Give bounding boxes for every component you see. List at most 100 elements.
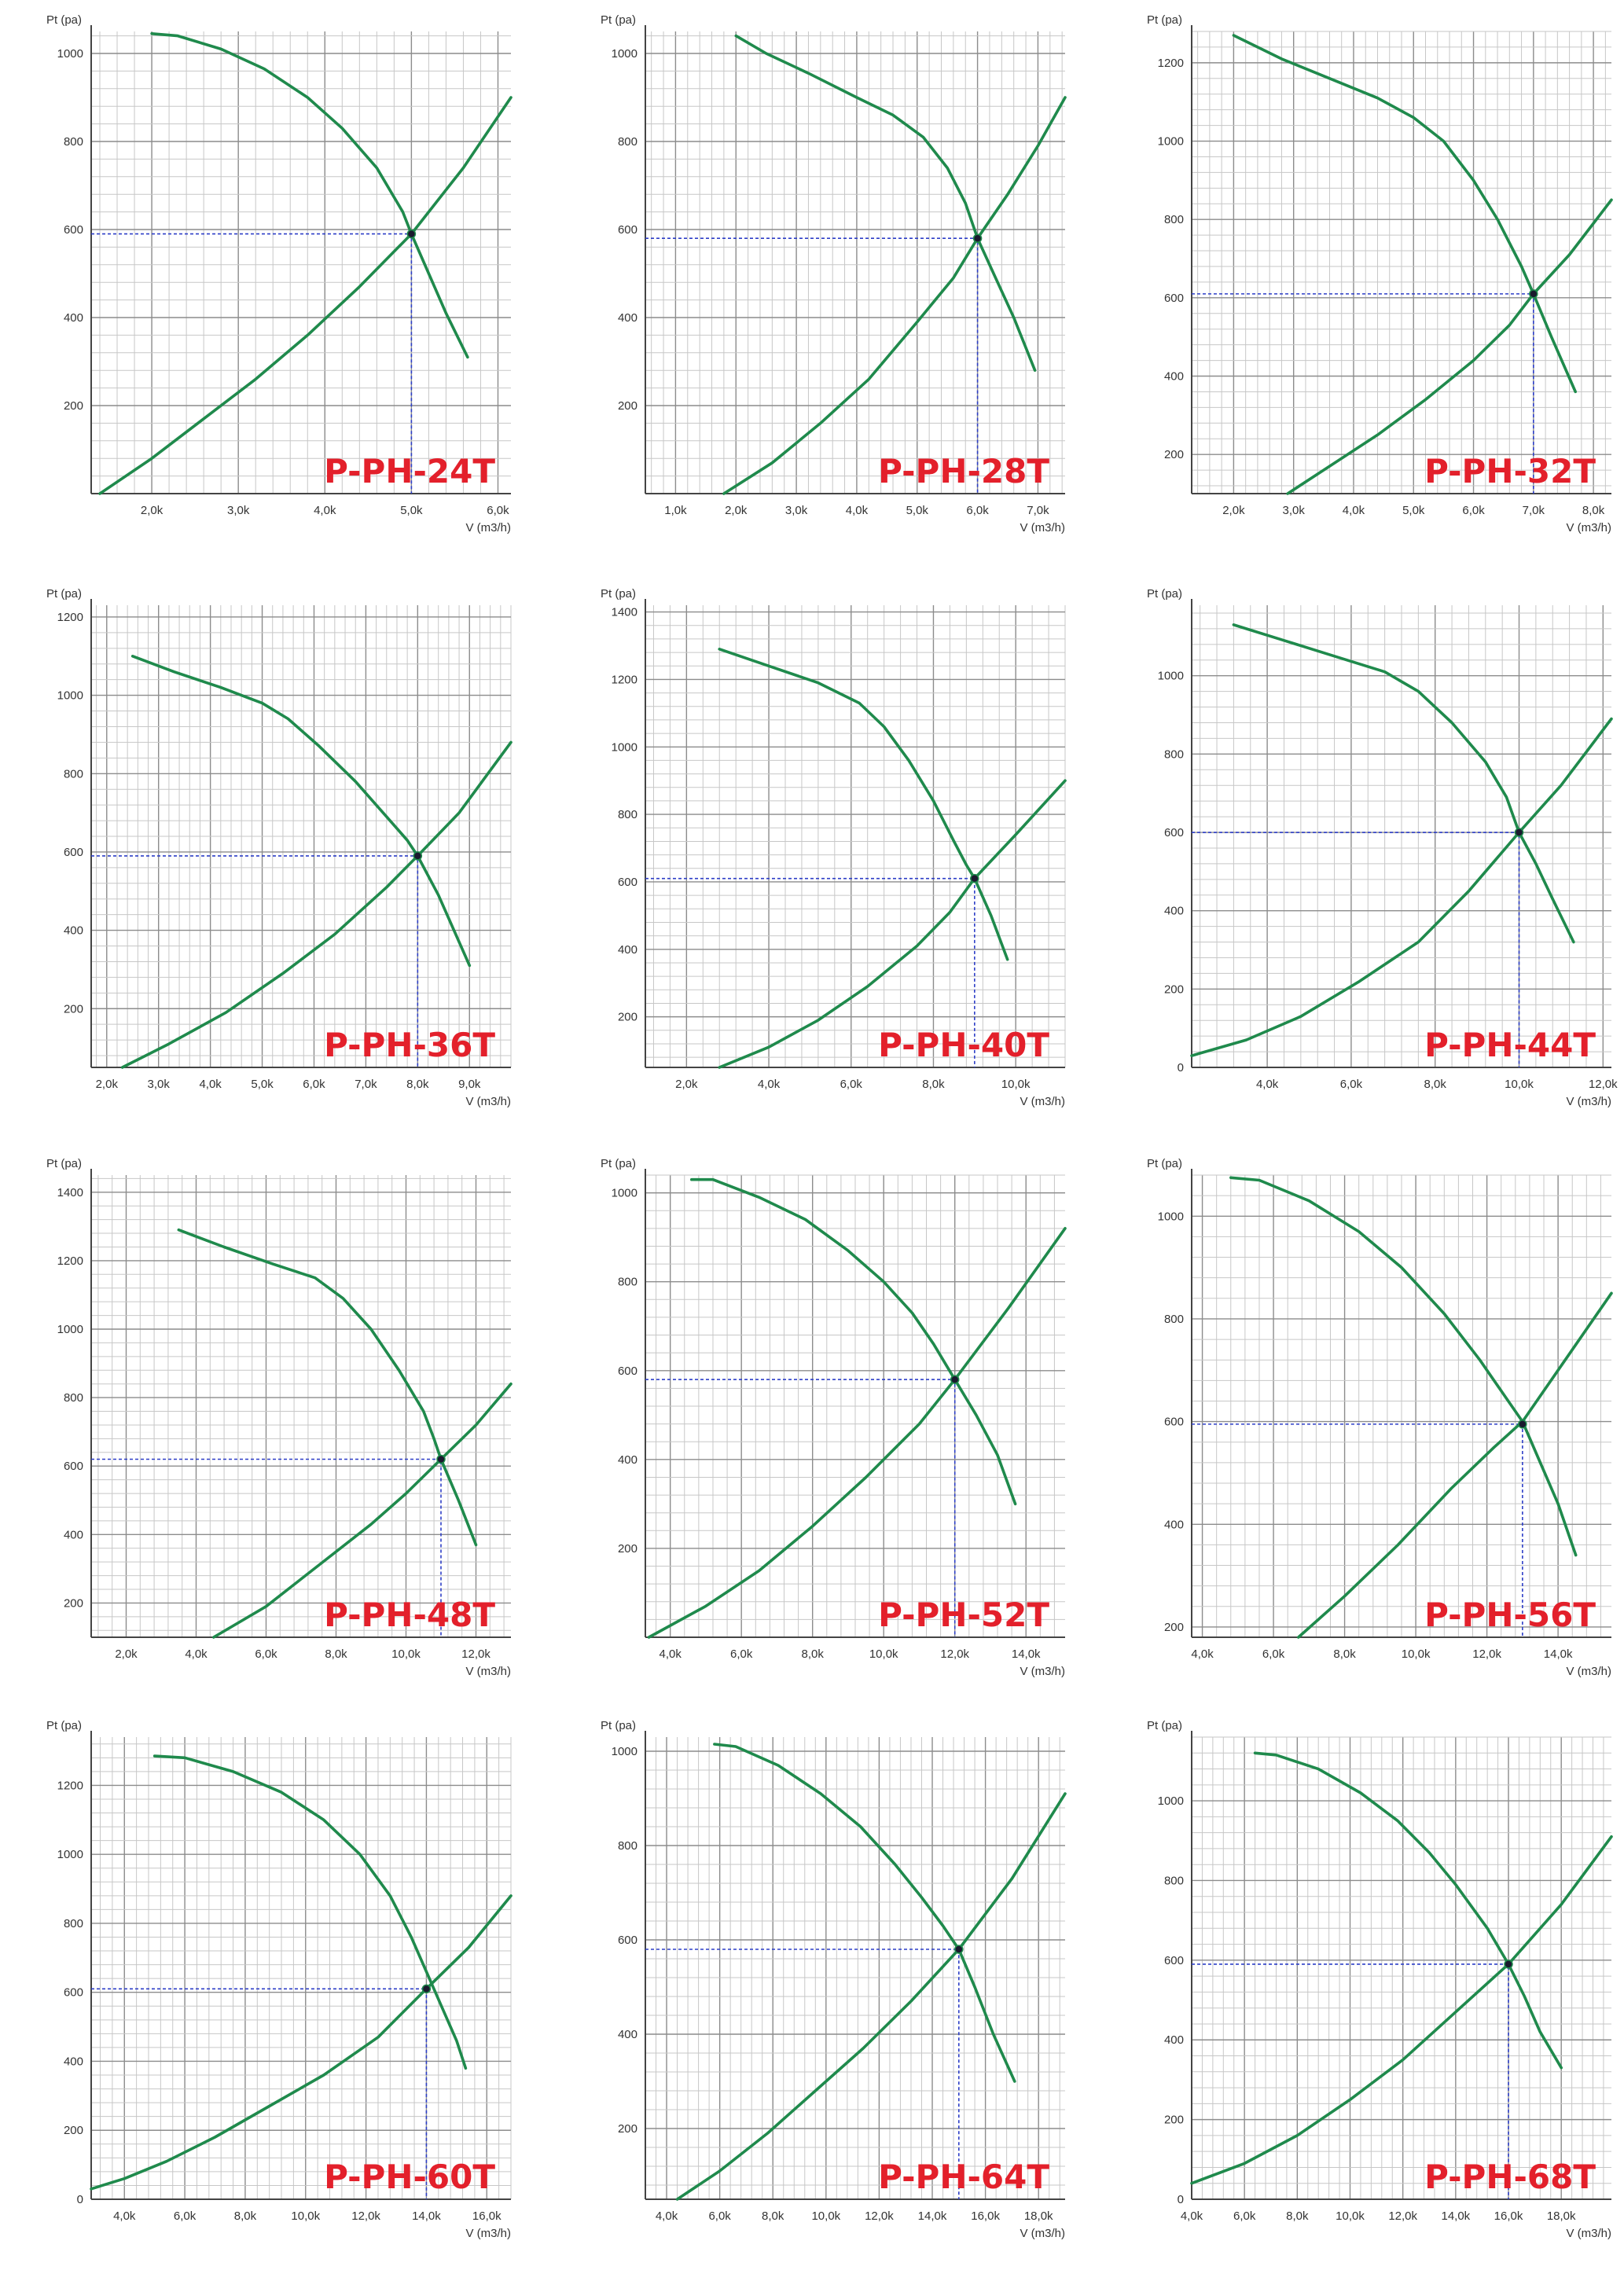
x-tick-label: 7,0k <box>1523 504 1545 517</box>
x-tick-label: 12,0k <box>351 2209 380 2223</box>
system-curve <box>718 779 1067 1069</box>
fan-curve <box>718 648 1009 961</box>
y-tick-label: 400 <box>1164 905 1184 918</box>
y-axis-label: Pt (pa) <box>1147 1157 1182 1170</box>
fan-curve <box>130 655 472 968</box>
y-tick-label: 800 <box>1164 1313 1184 1326</box>
chart-panel-8: 4,0k 6,0k 8,0k 10,0k 12,0k 14,0k 200 400 600 800 1… <box>570 1150 1089 1700</box>
x-axis-label: V (m3/h) <box>1020 2227 1065 2240</box>
operating-point <box>954 1945 964 1954</box>
y-tick-label: 1000 <box>1158 135 1184 149</box>
fan-curve-chart-1: 2,0k 3,0k 4,0k 5,0k 6,0k 200 400 600 800 1000 Pt (… <box>46 13 513 534</box>
x-tick-label: 14,0k <box>1441 2209 1470 2223</box>
y-tick-label: 800 <box>618 1276 637 1289</box>
operating-point <box>1514 828 1524 837</box>
y-tick-label: 600 <box>1164 1954 1184 1967</box>
x-tick-label: 12,0k <box>940 1647 969 1661</box>
x-tick-label: 8,0k <box>325 1647 347 1661</box>
y-tick-label: 200 <box>1164 1621 1184 1634</box>
y-tick-label: 200 <box>1164 2114 1184 2127</box>
x-axis-label: V (m3/h) <box>465 1095 511 1108</box>
x-tick-label: 10,0k <box>1336 2209 1365 2223</box>
operating-point <box>413 851 423 861</box>
chart-panel-1: 2,0k 3,0k 4,0k 5,0k 6,0k 200 400 600 800 1000 Pt (… <box>16 6 535 556</box>
x-tick-label: 4,0k <box>113 2209 136 2223</box>
x-tick-label: 18,0k <box>1547 2209 1576 2223</box>
y-tick-label: 0 <box>1178 2193 1184 2206</box>
x-axis-label: V (m3/h) <box>1020 1095 1065 1108</box>
y-axis-label: Pt (pa) <box>601 1719 636 1732</box>
x-tick-label: 6,0k <box>1340 1078 1363 1091</box>
x-tick-label: 18,0k <box>1024 2209 1053 2223</box>
y-tick-label: 1000 <box>612 47 637 61</box>
y-tick-label: 600 <box>618 1365 637 1378</box>
x-tick-label: 16,0k <box>472 2209 502 2223</box>
chart-panel-10: 4,0k 6,0k 8,0k 10,0k 12,0k 14,0k 16,0k 0 200 400 6… <box>16 1712 535 2262</box>
grid <box>91 31 511 494</box>
fan-curve-chart-3: 2,0k 3,0k 4,0k 5,0k 6,0k 7,0k 8,0k 200 400 600 800… <box>1147 13 1613 534</box>
y-tick-label: 1000 <box>1158 670 1184 683</box>
y-tick-label: 800 <box>64 1917 83 1930</box>
x-axis-label: V (m3/h) <box>1020 521 1065 534</box>
y-tick-label: 1200 <box>1158 57 1184 70</box>
fan-curve <box>734 34 1037 373</box>
x-tick-label: 6,0k <box>840 1078 863 1091</box>
x-tick-label: 10,0k <box>291 2209 320 2223</box>
model-label: P-PH-48T <box>324 1596 495 1634</box>
system-curve <box>1297 1291 1613 1639</box>
x-tick-label: 4,0k <box>199 1078 222 1091</box>
x-tick-label: 10,0k <box>811 2209 840 2223</box>
x-tick-label: 12,0k <box>461 1647 491 1661</box>
y-tick-label: 200 <box>618 2122 637 2136</box>
system-curve <box>98 96 513 495</box>
y-axis-label: Pt (pa) <box>46 13 82 27</box>
model-label: P-PH-52T <box>878 1596 1049 1634</box>
x-tick-label: 4,0k <box>1191 1647 1214 1661</box>
grid <box>91 1175 511 1637</box>
chart-panel-6: 4,0k 6,0k 8,0k 10,0k 12,0k 0 200 400 600 800 1000 P… <box>1116 580 1624 1130</box>
y-tick-label: 200 <box>618 399 637 413</box>
x-tick-label: 12,0k <box>1472 1647 1501 1661</box>
y-axis-label: Pt (pa) <box>1147 1719 1182 1732</box>
y-tick-label: 1000 <box>1158 1794 1184 1808</box>
y-tick-label: 200 <box>64 1596 83 1610</box>
fan-curve-chart-12: 4,0k 6,0k 8,0k 10,0k 12,0k 14,0k 16,0k 18,0k 0 20… <box>1147 1719 1613 2240</box>
model-label: P-PH-64T <box>878 2158 1049 2196</box>
x-tick-label: 6,0k <box>708 2209 731 2223</box>
x-axis-label: V (m3/h) <box>1566 521 1611 534</box>
x-axis-label: V (m3/h) <box>1566 1665 1611 1678</box>
operating-point <box>1529 289 1538 299</box>
x-axis-label: V (m3/h) <box>1020 1665 1065 1678</box>
system-curve <box>1286 198 1613 495</box>
y-tick-label: 600 <box>1164 1416 1184 1429</box>
y-tick-label: 600 <box>64 1986 83 2000</box>
fan-curve-chart-5: 2,0k 4,0k 6,0k 8,0k 10,0k 200 400 600 800 1000 120… <box>601 587 1067 1108</box>
x-tick-label: 6,0k <box>1262 1647 1285 1661</box>
operating-point <box>1518 1420 1527 1429</box>
x-tick-label: 2,0k <box>725 504 748 517</box>
y-tick-label: 1000 <box>57 1323 83 1336</box>
x-tick-label: 8,0k <box>1333 1647 1356 1661</box>
operating-point <box>972 233 983 243</box>
x-tick-label: 3,0k <box>227 504 250 517</box>
x-tick-label: 6,0k <box>174 2209 197 2223</box>
x-tick-label: 6,0k <box>966 504 989 517</box>
x-tick-label: 4,0k <box>1256 1078 1279 1091</box>
system-curve <box>722 96 1067 495</box>
y-tick-label: 400 <box>64 924 83 938</box>
grid <box>645 1737 1065 2199</box>
fan-curve <box>1253 1751 1563 2070</box>
x-tick-label: 5,0k <box>1402 504 1425 517</box>
y-tick-label: 800 <box>64 767 83 781</box>
x-tick-label: 8,0k <box>762 2209 784 2223</box>
x-tick-label: 4,0k <box>659 1647 682 1661</box>
x-tick-label: 6,0k <box>1233 2209 1256 2223</box>
x-tick-label: 10,0k <box>391 1647 421 1661</box>
y-tick-label: 400 <box>1164 370 1184 384</box>
x-tick-label: 5,0k <box>400 504 423 517</box>
chart-panel-7: 2,0k 4,0k 6,0k 8,0k 10,0k 12,0k 200 400 600 800 10… <box>16 1150 535 1700</box>
y-tick-label: 1000 <box>57 1848 83 1861</box>
x-tick-label: 10,0k <box>1505 1078 1534 1091</box>
x-tick-label: 4,0k <box>656 2209 678 2223</box>
y-tick-label: 400 <box>618 1453 637 1467</box>
